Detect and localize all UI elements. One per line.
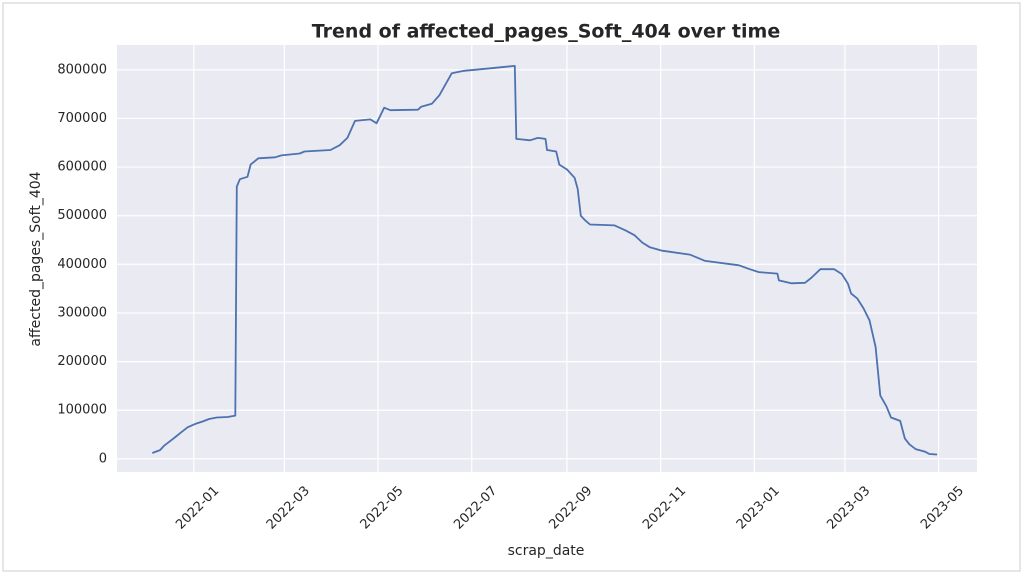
y-tick-label: 800000 <box>57 62 107 77</box>
y-tick-label: 300000 <box>57 305 107 320</box>
y-tick-label: 500000 <box>57 208 107 223</box>
y-tick-label: 0 <box>99 451 107 466</box>
data-line <box>151 65 938 456</box>
y-tick-label: 400000 <box>57 257 107 272</box>
y-tick-label: 200000 <box>57 354 107 369</box>
y-tick-label: 700000 <box>57 111 107 126</box>
chart-title: Trend of affected_pages_Soft_404 over ti… <box>312 21 780 43</box>
y-axis-label: affected_pages_Soft_404 <box>28 171 44 346</box>
x-axis-label: scrap_date <box>508 543 585 559</box>
y-tick-label: 100000 <box>57 403 107 418</box>
y-tick-label: 600000 <box>57 160 107 175</box>
plot-area <box>117 45 977 472</box>
